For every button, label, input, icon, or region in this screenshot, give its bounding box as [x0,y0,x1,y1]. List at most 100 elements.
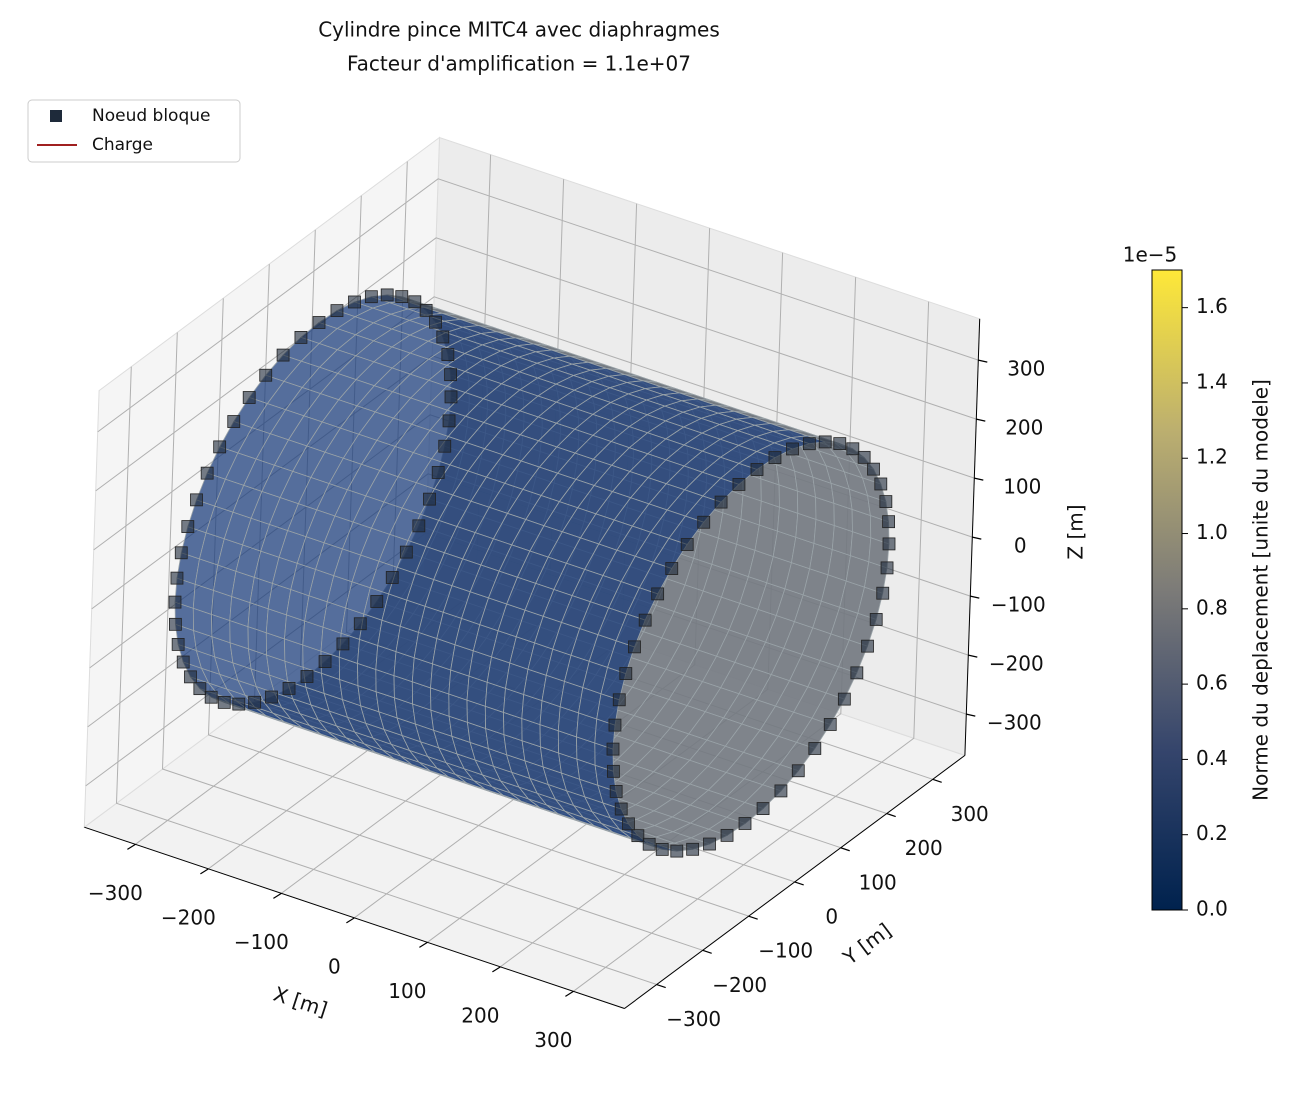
blocked-node [651,587,665,601]
blocked-node [423,492,436,506]
blocked-node [882,537,896,551]
blocked-node [867,462,880,476]
blocked-node [720,828,734,842]
y-axis-label: Y [m] [838,918,896,970]
x-tick [565,990,574,997]
grid-line [93,296,975,551]
blocked-node [176,655,190,669]
legend-marker [50,110,62,122]
grid-line [115,366,657,985]
z-tick-label: 0 [1014,534,1027,558]
grid-line [161,332,703,951]
z-tick-label: 100 [1003,475,1041,499]
blocked-node [259,368,273,382]
blocked-node [265,690,278,704]
blocked-node [200,466,214,480]
colorbar-tick-label: 0.4 [1196,746,1228,770]
blocked-node [774,784,788,798]
colorbar-label: Norme du deplacement [unite du modele] [1249,379,1273,801]
blocked-node [622,817,635,831]
blocked-node [833,437,847,451]
grid-line [97,178,979,433]
blocked-node [609,785,623,798]
blocked-node [606,764,620,778]
blocked-node [846,442,860,456]
colorbar: 0.0 0.2 0.4 0.6 0.8 1.0 1.2 1.4 1.6 1e−5 Norme du … [1123,243,1273,921]
colorbar-offset: 1e−5 [1123,243,1178,267]
y-tick [886,812,896,818]
x-tick [273,892,282,899]
y-tick-label: −300 [666,1007,721,1031]
blocked-node [638,613,652,627]
blocked-node [213,440,227,454]
axis-line [624,755,966,1009]
blocked-node [880,561,894,575]
x-tick [127,843,136,850]
blocked-node [786,442,799,456]
z-tick-label: 300 [1007,357,1045,381]
blocked-node [791,764,805,778]
x-tick-label: 300 [534,1028,572,1052]
axis-line [84,826,625,1009]
blocked-node [385,571,399,584]
blocked-node [738,817,752,830]
blocked-node [193,682,207,696]
blocked-node [184,670,197,684]
y-tick-label: −100 [758,939,813,963]
mesh [168,288,896,858]
blocked-node [170,571,184,585]
blocked-node [628,640,641,654]
blocked-node [444,390,458,404]
blocked-node [168,617,182,631]
blocked-node [353,617,367,631]
y-tick-label: 200 [905,836,943,860]
y-tick [656,983,666,989]
blocked-node [300,670,314,683]
y-tick [840,847,850,852]
blocked-node [419,303,433,317]
blocked-node [168,595,182,609]
blocked-node [823,718,837,731]
blocked-node [818,435,832,449]
blocked-node [697,515,711,529]
blocked-node [399,545,413,559]
blocked-node [181,520,195,533]
z-tick-label: 200 [1005,416,1043,440]
chart-subtitle: Facteur d'amplification = 1.1e+07 [347,52,691,76]
colorbar-tick-label: 1.0 [1196,520,1228,544]
blocked-node [655,842,669,856]
blocked-node [232,697,246,711]
x-axis-label: X [m] [271,982,331,1022]
x-tick [492,966,501,973]
colorbar-tick-label: 1.6 [1196,294,1228,318]
blocked-node [642,837,656,851]
x-tick [200,868,209,875]
z-tick [972,536,982,540]
blocked-node [380,288,394,302]
x-tick-label: −200 [161,905,216,929]
blocked-node [768,451,782,465]
colorbar-tick-label: 0.8 [1196,595,1228,619]
blocked-node [412,519,426,533]
blocked-node [612,693,626,707]
blocked-node [802,437,816,451]
blocked-node [190,493,203,507]
blocked-node [431,466,445,479]
blocked-node [174,546,188,560]
blocked-node [614,802,628,816]
blocked-node [608,718,622,732]
z-tick [968,654,978,658]
blocked-node [861,639,874,653]
blocked-node [876,586,890,600]
blocked-node [837,692,851,706]
blocked-node [665,562,679,575]
z-tick [970,595,980,599]
z-tick [976,418,986,422]
x-tick-label: 0 [328,954,341,978]
colorbar-tick-label: 0.6 [1196,671,1228,695]
blocked-node [703,837,716,851]
blocked-node [879,495,893,508]
blocked-node [732,478,746,491]
colorbar-tick-label: 0.2 [1196,821,1228,845]
blocked-node [204,690,218,704]
